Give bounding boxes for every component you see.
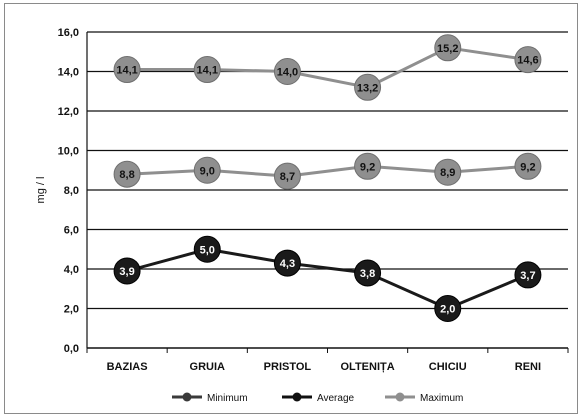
data-point: [193, 156, 221, 184]
data-label: 8,8: [119, 169, 134, 181]
data-label: 14,6: [517, 55, 538, 67]
legend-marker: [395, 392, 405, 402]
x-tick-label: OLTENIȚA: [340, 361, 394, 373]
axes: 0,0 2,0 4,0 6,0 8,0 10,0 12,0 14,0 16,0 BAZIAS GRU…: [35, 27, 569, 373]
x-tick-label: CHICIU: [429, 361, 467, 373]
y-tick-label: 2,0: [64, 304, 79, 316]
x-tick-label: PRISTOL: [264, 361, 312, 373]
y-tick-label: 8,0: [64, 185, 79, 197]
x-tick-label: GRUIA: [190, 361, 226, 373]
data-label: 3,9: [119, 266, 134, 278]
legend-label: Minimum: [207, 393, 248, 404]
data-point: [514, 152, 542, 180]
data-label: 8,9: [440, 167, 455, 179]
data-point: [434, 34, 462, 62]
series-line: [127, 164, 529, 178]
y-tick-label: 0,0: [64, 343, 79, 355]
legend: Minimum Average Maximum: [172, 392, 463, 404]
data-label: 9,2: [520, 161, 535, 173]
series-line: [127, 46, 529, 89]
data-label: 14,1: [116, 65, 137, 77]
data-label: 4,3: [280, 258, 295, 270]
series-line: [126, 247, 529, 310]
data-point: [193, 235, 221, 263]
data-point: [273, 162, 301, 190]
y-tick-label: 12,0: [58, 106, 79, 118]
data-label: 9,0: [200, 165, 215, 177]
data-label: 14,0: [277, 67, 298, 79]
y-tick-label: 14,0: [58, 67, 79, 79]
legend-marker: [182, 392, 192, 402]
data-point: [434, 158, 462, 186]
data-point: [514, 261, 542, 289]
gridlines: [87, 31, 568, 310]
data-label: 13,2: [357, 82, 378, 94]
y-tick-label: 16,0: [58, 27, 79, 39]
data-point: [354, 152, 382, 180]
data-label: 14,1: [197, 65, 218, 77]
series: [113, 34, 542, 322]
y-tick-label: 6,0: [64, 225, 79, 237]
data-label: 3,7: [520, 270, 535, 282]
data-label: 8,7: [280, 171, 295, 183]
legend-label: Maximum: [420, 393, 463, 404]
data-label: 2,0: [440, 304, 455, 316]
data-point: [514, 46, 542, 74]
data-point: [354, 259, 382, 287]
data-point: [193, 56, 221, 84]
y-tick-label: 4,0: [64, 264, 79, 276]
data-point: [434, 295, 462, 322]
data-label: 5,0: [200, 244, 215, 256]
data-point: [354, 73, 382, 101]
data-label: 15,2: [437, 43, 458, 55]
data-labels: 3,9 5,0 4,3 3,8 2,0 3,7 8,8 9,0 8,7 9,2 8,9 9,2 14,1…: [116, 43, 538, 316]
data-point: [113, 160, 141, 188]
legend-marker: [292, 392, 302, 402]
data-point: [273, 249, 301, 277]
data-label: 3,8: [360, 268, 375, 280]
x-tick-label: BAZIAS: [107, 361, 148, 373]
legend-label: Average: [317, 393, 355, 404]
data-point: [113, 257, 141, 285]
y-tick-label: 10,0: [58, 146, 79, 158]
y-axis-label: mg / l: [35, 177, 47, 204]
x-tick-label: RENI: [515, 361, 541, 373]
data-point: [273, 58, 301, 85]
data-label: 9,2: [360, 161, 375, 173]
data-point: [113, 56, 141, 84]
